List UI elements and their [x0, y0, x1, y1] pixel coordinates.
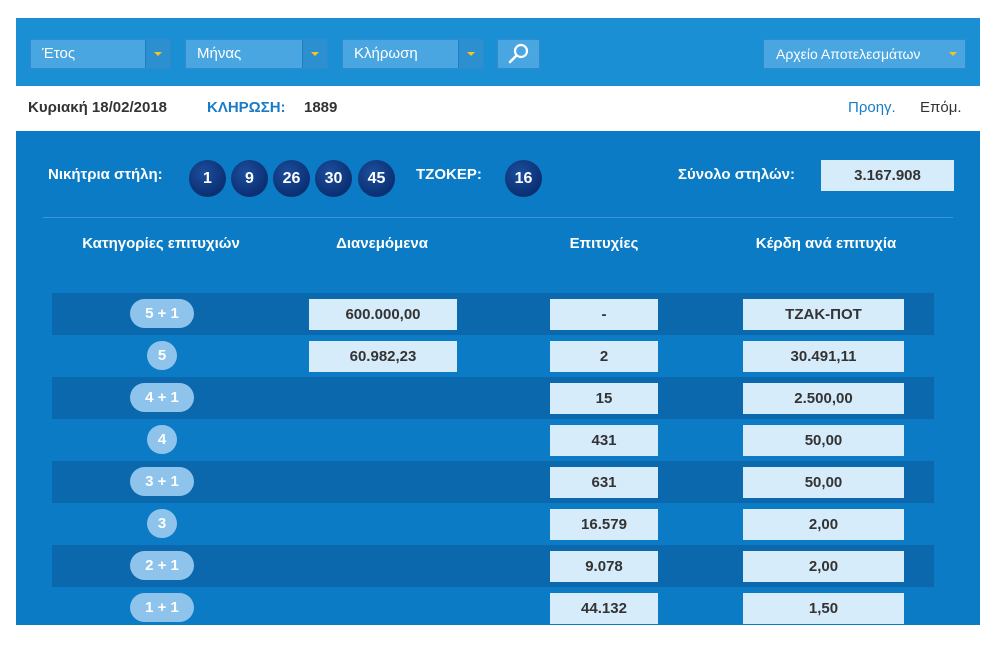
- winners-cell: -: [550, 299, 658, 330]
- month-dropdown[interactable]: Μήνας: [185, 39, 328, 69]
- winners-cell: 44.132: [550, 593, 658, 624]
- winning-number-ball: 26: [273, 160, 310, 197]
- next-draw-link[interactable]: Επόμ.: [920, 99, 962, 116]
- draw-dropdown-label: Κλήρωση: [354, 45, 418, 62]
- draw-info-bar: Κυριακή 18/02/2018 ΚΛΗΡΩΣΗ: 1889 Προηγ. …: [16, 86, 980, 131]
- winning-number-ball: 45: [358, 160, 395, 197]
- distributed-cell: 60.982,23: [309, 341, 457, 372]
- chevron-down-icon: [949, 52, 957, 56]
- results-panel: Έτος Μήνας Κλήρωση Αρχείο Αποτελεσμάτων …: [16, 18, 980, 625]
- distributed-cell: 600.000,00: [309, 299, 457, 330]
- winners-cell: 631: [550, 467, 658, 498]
- table-row: 3 + 1 631 50,00: [52, 461, 934, 503]
- category-badge: 5: [147, 341, 177, 370]
- results-archive-button[interactable]: Αρχείο Αποτελεσμάτων: [763, 39, 966, 69]
- category-badge: 3 + 1: [130, 467, 194, 496]
- column-header-categories: Κατηγορίες επιτυχιών: [82, 235, 240, 252]
- prize-cell: 2,00: [743, 509, 904, 540]
- winners-cell: 16.579: [550, 509, 658, 540]
- category-badge: 1 + 1: [130, 593, 194, 622]
- joker-label: ΤΖΟΚΕΡ:: [416, 166, 482, 183]
- table-row: 5 60.982,23 2 30.491,11: [52, 335, 934, 377]
- total-columns-value: 3.167.908: [821, 160, 954, 191]
- table-row: 1 + 1 44.132 1,50: [52, 587, 934, 629]
- search-button[interactable]: [497, 39, 540, 69]
- divider: [43, 217, 953, 218]
- table-row: 2 + 1 9.078 2,00: [52, 545, 934, 587]
- total-columns-label: Σύνολο στηλών:: [678, 166, 796, 183]
- prize-cell: 30.491,11: [743, 341, 904, 372]
- year-dropdown[interactable]: Έτος: [30, 39, 171, 69]
- winning-number-ball: 30: [315, 160, 352, 197]
- table-row: 5 + 1 600.000,00 - ΤΖΑΚ-ΠΟΤ: [52, 293, 934, 335]
- results-archive-label: Αρχείο Αποτελεσμάτων: [776, 46, 921, 62]
- winning-number-ball: 1: [189, 160, 226, 197]
- column-header-winners: Επιτυχίες: [569, 235, 639, 252]
- prize-cell: 50,00: [743, 425, 904, 456]
- table-row: 4 431 50,00: [52, 419, 934, 461]
- prize-cell: 2.500,00: [743, 383, 904, 414]
- results-content: Νικήτρια στήλη: 1 9 26 30 45 ΤΖΟΚΕΡ: 16 …: [16, 131, 980, 625]
- winning-column-label: Νικήτρια στήλη:: [48, 166, 163, 183]
- month-dropdown-label: Μήνας: [197, 45, 242, 62]
- winners-cell: 2: [550, 341, 658, 372]
- prize-cell: 2,00: [743, 551, 904, 582]
- category-badge: 3: [147, 509, 177, 538]
- category-badge: 4: [147, 425, 177, 454]
- category-badge: 4 + 1: [130, 383, 194, 412]
- chevron-down-icon: [145, 40, 170, 68]
- table-row: 3 16.579 2,00: [52, 503, 934, 545]
- column-header-prize: Κέρδη ανά επιτυχία: [755, 235, 897, 252]
- draw-caption: ΚΛΗΡΩΣΗ:: [207, 99, 286, 116]
- search-icon: [508, 43, 529, 64]
- draw-date: Κυριακή 18/02/2018: [28, 99, 167, 116]
- previous-draw-link[interactable]: Προηγ.: [848, 99, 896, 116]
- chevron-down-icon: [458, 40, 483, 68]
- draw-number: 1889: [304, 99, 338, 116]
- winners-cell: 9.078: [550, 551, 658, 582]
- filter-toolbar: Έτος Μήνας Κλήρωση Αρχείο Αποτελεσμάτων: [16, 18, 980, 86]
- year-dropdown-label: Έτος: [42, 45, 76, 62]
- prize-cell: 50,00: [743, 467, 904, 498]
- draw-dropdown[interactable]: Κλήρωση: [342, 39, 484, 69]
- winners-cell: 15: [550, 383, 658, 414]
- column-header-distributed: Διανεμόμενα: [336, 235, 428, 252]
- category-badge: 5 + 1: [130, 299, 194, 328]
- joker-number-ball: 16: [505, 160, 542, 197]
- table-row: 4 + 1 15 2.500,00: [52, 377, 934, 419]
- category-badge: 2 + 1: [130, 551, 194, 580]
- chevron-down-icon: [302, 40, 327, 68]
- winning-number-ball: 9: [231, 160, 268, 197]
- winners-cell: 431: [550, 425, 658, 456]
- prize-cell: 1,50: [743, 593, 904, 624]
- prize-cell: ΤΖΑΚ-ΠΟΤ: [743, 299, 904, 330]
